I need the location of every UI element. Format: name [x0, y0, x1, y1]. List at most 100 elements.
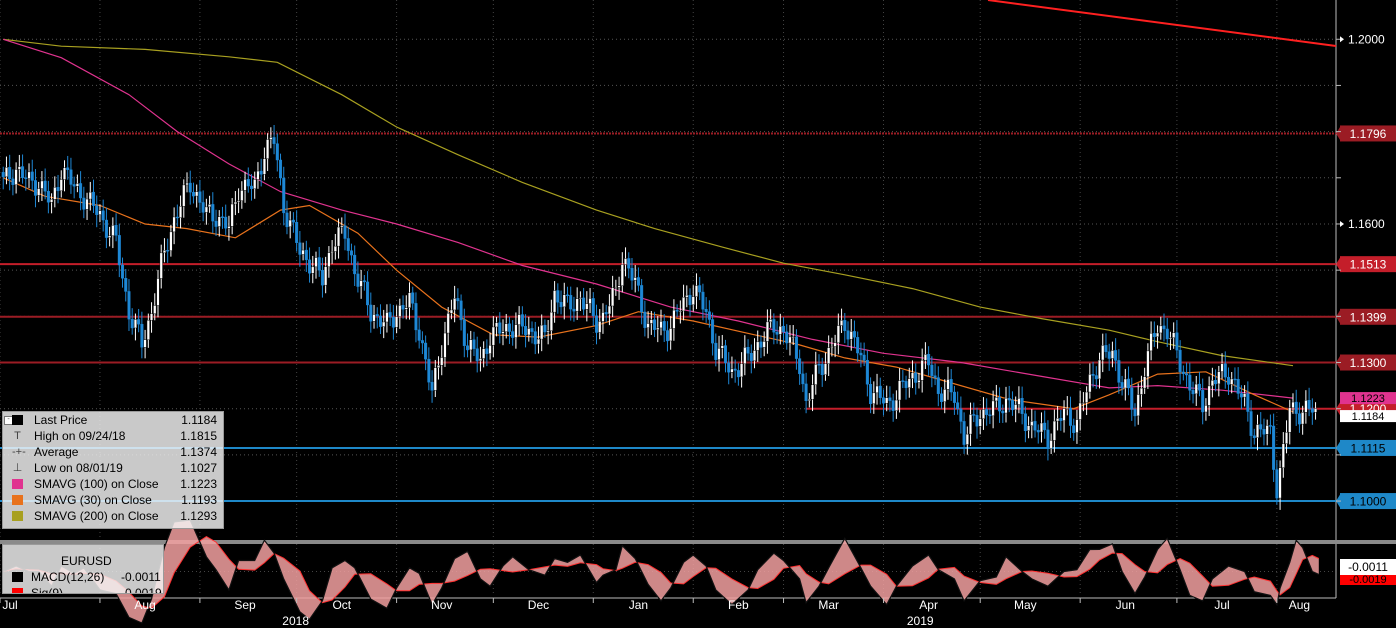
macd-row-signal: Sig(9) -0.0019 — [3, 585, 163, 593]
candle-body — [898, 380, 902, 401]
candle-body — [736, 370, 740, 378]
candle-body — [195, 191, 199, 197]
candle-body — [1017, 398, 1021, 405]
candle-body — [1075, 419, 1079, 434]
candle-body — [346, 238, 350, 251]
candle-body — [962, 421, 966, 445]
macd-tag-label: -0.0011 — [1348, 560, 1388, 574]
sma-line — [2, 177, 1294, 413]
candle-body — [1214, 380, 1218, 385]
candle-body — [665, 330, 669, 342]
candle-body — [308, 259, 312, 274]
candle-body — [956, 402, 960, 410]
x-month-label: Apr — [919, 598, 938, 612]
candle-body — [817, 364, 821, 366]
candle-body — [314, 257, 318, 268]
y-tick-label: 1.1600 — [1348, 217, 1385, 231]
candle-body — [498, 322, 502, 334]
candle-body — [459, 300, 463, 321]
candle-body — [237, 200, 241, 203]
candle-body — [1127, 378, 1131, 389]
candle-body — [233, 201, 237, 205]
candle-body — [1246, 393, 1250, 412]
candle-body — [1262, 428, 1266, 435]
candle-body — [911, 372, 915, 379]
candle-body — [1285, 432, 1289, 445]
candle-body — [1249, 411, 1253, 436]
candle-body — [11, 178, 15, 185]
candle-body — [669, 328, 673, 342]
candle-body — [633, 277, 637, 281]
candle-body — [917, 380, 921, 383]
candle-body — [601, 312, 605, 322]
macd-tag — [1340, 559, 1396, 575]
candle-body — [21, 166, 25, 178]
price-level-tag-arrow — [1336, 256, 1341, 273]
candle-body — [1191, 390, 1195, 395]
price-level-label: 1.1796 — [1350, 127, 1387, 141]
candle-body — [333, 245, 337, 252]
candle-body — [1091, 374, 1095, 376]
legend-row-high: T High on 09/24/18 1.1815 — [3, 428, 223, 444]
price-level-tag-arrow — [1336, 439, 1341, 456]
candle-body — [682, 296, 686, 312]
candle-body — [707, 311, 711, 320]
candle-body — [1072, 425, 1076, 434]
price-level-tag — [1340, 308, 1396, 325]
candle-body — [762, 341, 766, 348]
candle-body — [417, 329, 421, 341]
candle-body — [865, 359, 869, 385]
candle-body — [1201, 390, 1205, 413]
candle-body — [595, 315, 599, 333]
candle-body — [33, 180, 37, 196]
candle-body — [994, 397, 998, 402]
candle-body — [1059, 418, 1063, 421]
right-tag — [1340, 410, 1396, 423]
macd-instrument: EURUSD — [61, 554, 112, 568]
candle-body — [553, 290, 557, 313]
candle-body — [217, 216, 221, 227]
candle-body — [443, 332, 447, 358]
candle-body — [856, 337, 860, 354]
candle-body — [1223, 363, 1227, 378]
candle-body — [1001, 410, 1005, 414]
candle-body — [349, 250, 353, 256]
candle-body — [978, 418, 982, 427]
candle-body — [433, 367, 437, 391]
candle-body — [1156, 332, 1160, 338]
candle-body — [1078, 402, 1082, 420]
candle-body — [391, 316, 395, 328]
candle-body — [262, 158, 266, 175]
candle-body — [672, 309, 676, 329]
x-axis: Jul Aug Sep Oct Nov Dec Jan Feb Mar Apr May Jun Jul A… — [0, 598, 1310, 628]
candle-body — [759, 341, 763, 348]
candle-body — [43, 180, 47, 192]
candle-body — [1314, 408, 1318, 413]
x-month-label: Dec — [528, 598, 549, 612]
candle-body — [643, 311, 647, 328]
candle-body — [656, 327, 660, 330]
candle-body — [1204, 405, 1208, 413]
candle-body — [827, 347, 831, 364]
candle-body — [375, 314, 379, 317]
candle-body — [1104, 345, 1108, 352]
legend-row-sma200: SMAVG (200) on Close 1.1293 — [3, 508, 223, 524]
candle-body — [1291, 401, 1295, 409]
candle-body — [1123, 378, 1127, 389]
candle-body — [1197, 383, 1201, 391]
candle-body — [133, 319, 137, 329]
candle-body — [304, 249, 308, 261]
candle-body — [952, 391, 956, 403]
candle-body — [1168, 337, 1172, 340]
candle-body — [121, 264, 125, 279]
candle-body — [250, 185, 254, 189]
candle-body — [556, 290, 560, 303]
candle-body — [704, 309, 708, 312]
candle-body — [769, 319, 773, 323]
candle-body — [746, 347, 750, 354]
candle-body — [366, 281, 370, 306]
right-tag-label: 1.1223 — [1351, 393, 1385, 405]
candle-body — [959, 408, 963, 422]
candle-body — [649, 319, 653, 324]
candle-body — [343, 225, 347, 239]
